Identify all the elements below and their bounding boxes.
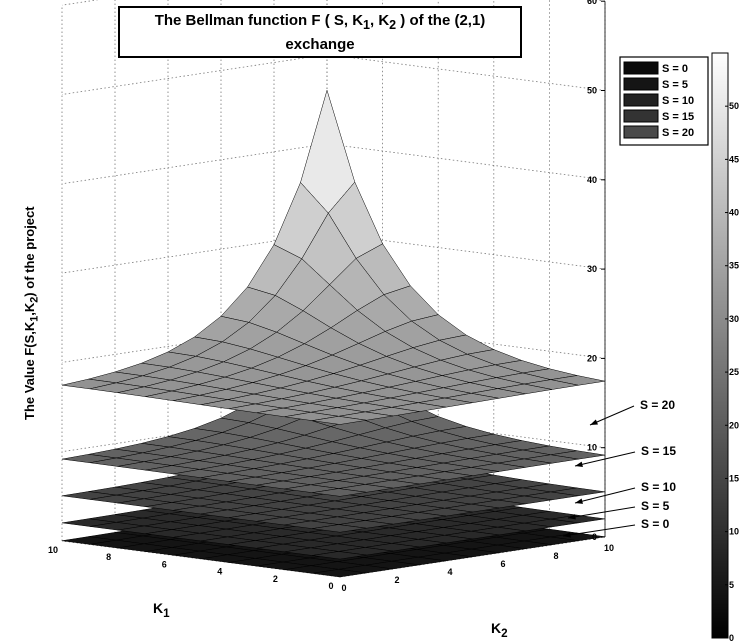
axis-ticks: 0 10 20 30 40 50 60 0 2 4 6 8 10 0 2 4 6 8 10 <box>48 0 614 593</box>
annotation-label: S = 15 <box>641 444 676 458</box>
colorbar-tick-label: 45 <box>729 154 739 164</box>
annotation-arrow <box>589 405 635 426</box>
legend-swatch <box>623 93 659 107</box>
k1-axis-label: K1 <box>153 600 170 620</box>
title-end: ) of the (2,1) <box>396 12 486 29</box>
k2-tick-label: 6 <box>500 559 505 569</box>
z-axis-label-sub2: 2 <box>28 296 41 303</box>
colorbar-tick-label: 10 <box>729 527 739 537</box>
k2-tick-label: 0 <box>341 583 346 593</box>
colorbar-tick-label: 40 <box>729 208 739 218</box>
k2-axis-label-sub: 2 <box>501 626 508 640</box>
annotation-arrowhead <box>575 498 583 504</box>
k2-tick-label: 8 <box>553 551 558 561</box>
colorbar-tick-label: 0 <box>729 633 734 643</box>
k2-tick-label: 10 <box>604 543 614 553</box>
surface-cell <box>312 524 367 533</box>
colorbar: 0 5 10 15 20 25 30 35 40 45 50 <box>711 52 739 643</box>
annotation-arrow <box>574 451 636 467</box>
z-tick-label: 30 <box>587 264 597 274</box>
surface-annotations: S = 20 S = 15 S = 10 S = 5 S = 0 <box>562 398 676 538</box>
annotation-label: S = 20 <box>640 398 675 412</box>
annotation-arrowhead <box>568 514 576 520</box>
k2-tick-label: 2 <box>394 575 399 585</box>
legend-entry: S = 20 <box>662 127 694 139</box>
z-tick-label: 10 <box>587 443 597 453</box>
annotation-label: S = 5 <box>641 499 670 513</box>
k1-tick-label: 8 <box>106 552 111 562</box>
colorbar-tick-label: 5 <box>729 580 734 590</box>
surface-cell <box>312 551 367 560</box>
annotation-label: S = 10 <box>641 480 676 494</box>
legend-entry: S = 15 <box>662 111 694 123</box>
z-tick-label: 50 <box>587 86 597 96</box>
colorbar-tick-label: 35 <box>729 261 739 271</box>
annotation-arrow <box>574 487 636 504</box>
z-tick-label: 20 <box>587 353 597 363</box>
title-mid: , K <box>370 12 390 29</box>
k1-axis-label-main: K <box>153 600 164 616</box>
surface-cell <box>312 488 367 497</box>
k1-tick-label: 0 <box>328 581 333 591</box>
z-axis-label-mid: ,K <box>22 302 37 316</box>
colorbar-tick-label: 30 <box>729 314 739 324</box>
surface-plot <box>61 89 606 578</box>
z-axis-label: The Value F(S,K1,K2) of the project <box>22 206 41 420</box>
annotation-arrow <box>567 506 636 519</box>
k2-tick-label: 4 <box>447 567 452 577</box>
grid-z-line <box>61 54 606 95</box>
annotation-arrowhead <box>590 419 598 425</box>
k1-tick-label: 6 <box>162 559 167 569</box>
colorbar-tick-label: 25 <box>729 367 739 377</box>
annotation-arrowhead <box>575 461 583 467</box>
colorbar-tick-label: 15 <box>729 473 739 483</box>
legend-swatch <box>623 61 659 75</box>
legend: S = 0 S = 5 S = 10 S = 15 S = 20 <box>619 56 709 146</box>
z-axis-label-sub1: 1 <box>28 315 41 322</box>
k1-tick-label: 10 <box>48 545 58 555</box>
colorbar-tick-label: 20 <box>729 420 739 430</box>
z-axis-label-main: The Value F(S,K <box>22 321 37 420</box>
z-tick-label: 60 <box>587 0 597 6</box>
title-sub2: 2 <box>389 18 397 32</box>
k2-axis-label-main: K <box>491 620 502 636</box>
title-sub1: 1 <box>363 18 370 32</box>
title-line1: The Bellman function F ( S, K <box>154 12 364 29</box>
colorbar-tick-label: 50 <box>729 101 739 111</box>
legend-swatch <box>623 77 659 91</box>
k1-tick-label: 4 <box>217 567 222 577</box>
annotation-arrow <box>562 524 636 537</box>
grid-z-line <box>61 0 606 6</box>
k2-axis-label: K2 <box>491 620 508 640</box>
surface-cell <box>312 416 367 425</box>
annotation-arrowhead <box>563 532 571 538</box>
surface-cell <box>312 569 367 578</box>
legend-swatch <box>623 109 659 123</box>
k1-axis-label-sub: 1 <box>163 606 170 620</box>
legend-swatch <box>623 125 659 139</box>
legend-entry: S = 10 <box>662 95 694 107</box>
z-tick-label: 40 <box>587 175 597 185</box>
annotation-label: S = 0 <box>641 517 670 531</box>
z-axis-label-end: ) of the project <box>22 206 37 297</box>
title-line2: exchange <box>285 36 355 53</box>
legend-entry: S = 5 <box>662 79 688 91</box>
chart-title: The Bellman function F ( S, K1, K2 ) of … <box>118 6 522 58</box>
z-tick-label: 0 <box>592 532 597 542</box>
colorbar-bar <box>711 52 729 639</box>
k1-tick-label: 2 <box>273 574 278 584</box>
legend-entry: S = 0 <box>662 63 688 75</box>
